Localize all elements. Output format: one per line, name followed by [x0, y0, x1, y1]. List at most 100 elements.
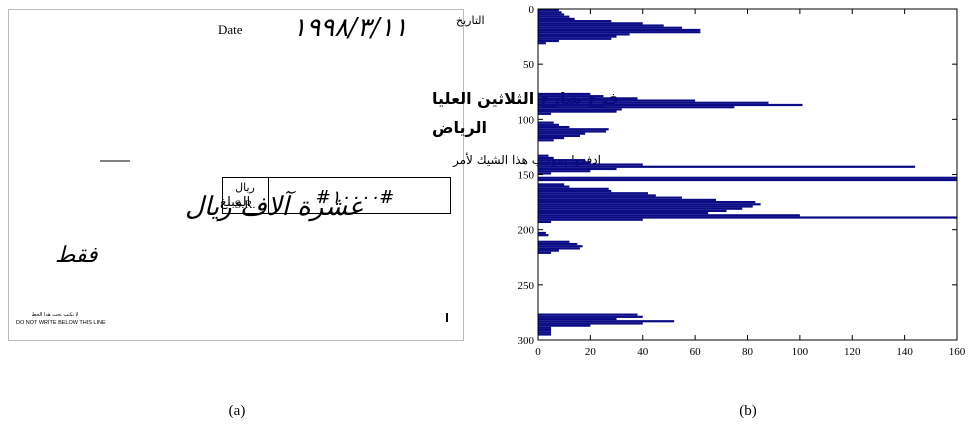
bar [538, 102, 768, 104]
bar [538, 163, 643, 165]
bar [538, 122, 554, 124]
city: الرياض [432, 118, 487, 137]
x-tick-label: 100 [792, 346, 809, 358]
bar [538, 113, 551, 115]
bar [538, 177, 957, 179]
bar [538, 327, 551, 329]
y-tick-label: 100 [518, 114, 535, 126]
x-tick-label: 120 [844, 346, 861, 358]
bar [538, 111, 617, 113]
x-tick-label: 140 [896, 346, 913, 358]
bar [538, 18, 575, 20]
date-label-en: Date [218, 22, 243, 37]
bar [538, 135, 580, 137]
page: Date التاريخ ١٩٩٨/٣/١١ فرع شارع الثلاثين… [0, 0, 969, 433]
bar [538, 95, 603, 97]
x-tick-label: 40 [637, 346, 649, 358]
x-tick-label: 60 [690, 346, 702, 358]
bar [538, 161, 590, 163]
bar [538, 128, 609, 130]
bar [538, 22, 643, 24]
bar [538, 183, 564, 185]
bar [538, 13, 564, 15]
bar [538, 320, 674, 322]
bar [538, 168, 617, 170]
bar [538, 247, 580, 249]
y-tick-label: 50 [523, 59, 535, 71]
bar [538, 106, 734, 108]
bar [538, 197, 682, 199]
bar [538, 318, 617, 320]
bar [538, 210, 727, 212]
figure: Date التاريخ ١٩٩٨/٣/١١ فرع شارع الثلاثين… [0, 0, 969, 433]
x-tick-label: 160 [949, 346, 966, 358]
bar [538, 11, 562, 13]
bar [538, 42, 546, 44]
bar [538, 99, 695, 101]
bar [538, 243, 577, 245]
bar [538, 93, 590, 95]
y-tick-label: 200 [518, 225, 535, 237]
bar [538, 170, 590, 172]
footer-ar: لا تكتب تحت هذا الخط [32, 312, 79, 318]
cheque-border [9, 10, 464, 341]
bar [538, 130, 606, 132]
caption: (a) [229, 403, 246, 419]
bar [538, 192, 648, 194]
bar [538, 38, 611, 40]
bar [538, 208, 742, 210]
bar [538, 155, 548, 157]
bar [538, 234, 548, 236]
bar [538, 157, 554, 159]
x-tick-label: 20 [585, 346, 597, 358]
bar [538, 212, 708, 214]
bar [538, 108, 622, 110]
bar [538, 314, 638, 316]
bar [538, 232, 546, 234]
y-tick-label: 0 [529, 4, 535, 16]
bar [538, 250, 559, 252]
bar [538, 333, 551, 335]
x-tick-label: 80 [742, 346, 754, 358]
bar [538, 186, 569, 188]
bar [538, 205, 753, 207]
bar [538, 166, 915, 168]
footer-en: DO NOT WRITE BELOW THIS LINE [16, 320, 106, 326]
bar [538, 133, 585, 135]
bar [538, 31, 700, 33]
bar [538, 104, 802, 106]
bar [538, 97, 638, 99]
bar [538, 325, 590, 327]
bar [538, 194, 656, 196]
bar [538, 316, 643, 318]
bar [538, 203, 761, 205]
bar [538, 241, 569, 243]
y-tick-label: 150 [518, 170, 535, 182]
bar [538, 29, 700, 31]
bar [538, 33, 630, 35]
date-value: ١٩٩٨/٣/١١ [292, 13, 407, 43]
date-label-ar: التاريخ [456, 14, 485, 27]
bar [538, 331, 551, 333]
bar [538, 252, 551, 254]
bar [538, 201, 755, 203]
bar [538, 126, 569, 128]
bar [538, 24, 664, 26]
bar [538, 245, 583, 247]
bar [538, 190, 611, 192]
x-tick-label: 0 [535, 346, 541, 358]
bar [538, 35, 617, 37]
bar [538, 199, 716, 201]
bar [538, 139, 554, 141]
amount-words-2: فقط [55, 243, 98, 268]
bar [538, 188, 609, 190]
bar [538, 219, 643, 221]
bar [538, 40, 559, 42]
bar [538, 329, 551, 331]
bar [538, 20, 611, 22]
y-tick-label: 250 [518, 280, 535, 292]
bar [538, 322, 643, 324]
bar [538, 221, 551, 223]
bar [538, 216, 957, 218]
amount-words: عشرة آلاف ريال [185, 190, 364, 222]
